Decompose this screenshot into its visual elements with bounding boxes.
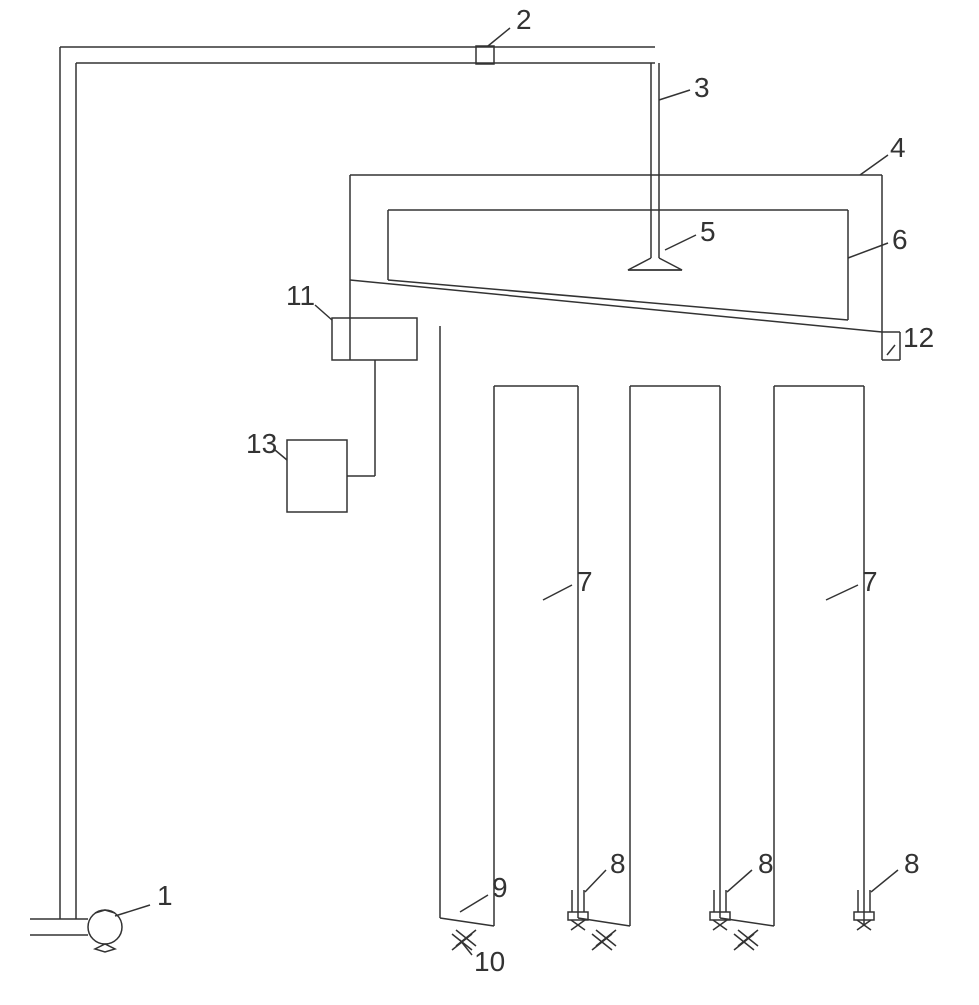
label-4: 4 xyxy=(890,132,906,164)
valve-icon xyxy=(476,46,494,64)
label-8a: 8 xyxy=(610,848,626,880)
label-12: 12 xyxy=(903,322,934,354)
outlet-mark-3 xyxy=(734,930,758,950)
label-9: 9 xyxy=(492,872,508,904)
label-1: 1 xyxy=(157,880,173,912)
label-5: 5 xyxy=(700,216,716,248)
outlet-mark-2 xyxy=(592,930,616,950)
label-7b: 7 xyxy=(862,566,878,598)
outlet-mark-1 xyxy=(452,930,476,950)
label-8c: 8 xyxy=(904,848,920,880)
label-6: 6 xyxy=(892,224,908,256)
label-8b: 8 xyxy=(758,848,774,880)
label-7a: 7 xyxy=(577,566,593,598)
label-3: 3 xyxy=(694,72,710,104)
schematic-diagram: 1 2 3 4 5 6 7 7 8 8 8 9 10 11 12 13 xyxy=(0,0,979,1000)
diagram-svg xyxy=(0,0,979,1000)
label-13: 13 xyxy=(246,428,277,460)
label-10: 10 xyxy=(474,946,505,978)
sensor-box xyxy=(332,318,417,360)
label-2: 2 xyxy=(516,4,532,36)
label-11: 11 xyxy=(286,280,315,312)
controller-box xyxy=(287,440,347,512)
